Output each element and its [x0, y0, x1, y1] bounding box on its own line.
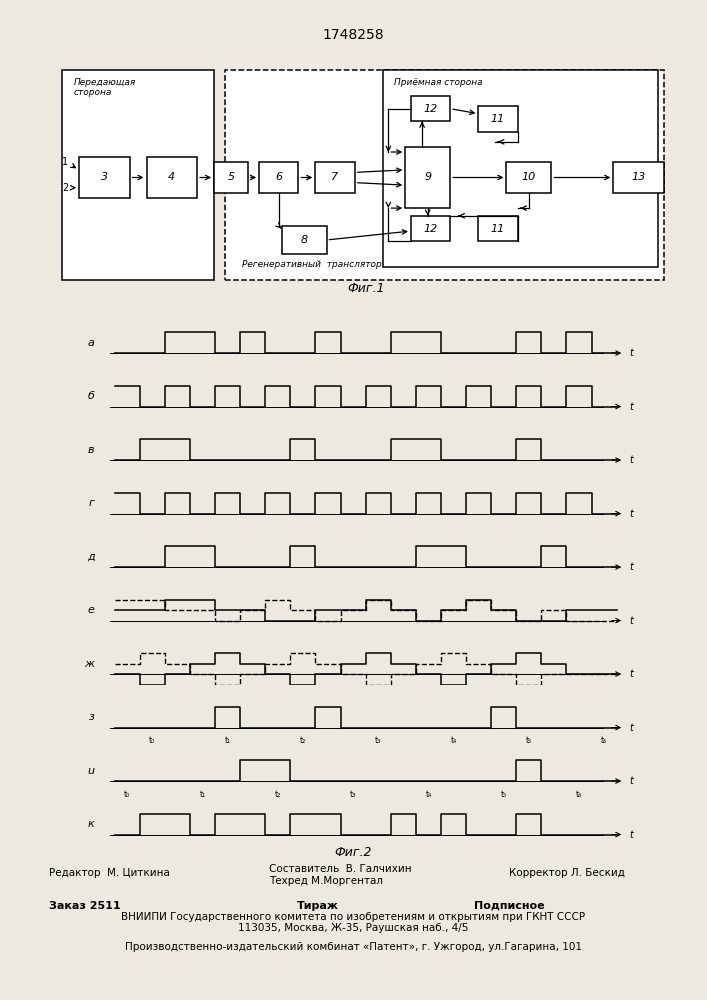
- Bar: [62, 70, 214, 279]
- Bar: [214, 162, 247, 193]
- Text: Передающая
сторона: Передающая сторона: [74, 78, 136, 97]
- Text: 1748258: 1748258: [322, 28, 385, 42]
- Text: 11: 11: [491, 114, 506, 124]
- Text: 4: 4: [168, 172, 175, 182]
- Text: ж: ж: [85, 659, 95, 669]
- Text: Заказ 2511: Заказ 2511: [49, 901, 121, 911]
- Text: Подписное: Подписное: [474, 901, 544, 911]
- Text: t: t: [629, 348, 633, 358]
- Bar: [479, 106, 518, 132]
- Bar: [382, 70, 658, 267]
- Text: е: е: [88, 605, 95, 615]
- Text: 9: 9: [424, 172, 431, 182]
- Text: Корректор Л. Бескид: Корректор Л. Бескид: [509, 868, 625, 878]
- Text: 7: 7: [332, 172, 339, 182]
- Bar: [411, 216, 450, 241]
- Text: t₄: t₄: [450, 736, 457, 745]
- Text: Составитель  В. Галчихин: Составитель В. Галчихин: [269, 864, 411, 874]
- Bar: [411, 96, 450, 121]
- Text: 8: 8: [300, 235, 308, 245]
- Text: t: t: [629, 402, 633, 412]
- Text: t₂: t₂: [274, 790, 281, 799]
- Text: Редактор  М. Циткина: Редактор М. Циткина: [49, 868, 170, 878]
- Text: t₃: t₃: [375, 736, 381, 745]
- Text: в: в: [88, 445, 95, 455]
- Text: t₅: t₅: [501, 790, 507, 799]
- Text: 10: 10: [522, 172, 536, 182]
- Text: t₆: t₆: [601, 736, 607, 745]
- Text: з: з: [88, 712, 95, 722]
- Text: 11: 11: [491, 224, 506, 233]
- Text: t: t: [629, 455, 633, 465]
- Text: д: д: [87, 552, 95, 562]
- Bar: [79, 157, 129, 198]
- Text: t: t: [629, 669, 633, 679]
- Text: Техред М.Моргентал: Техред М.Моргентал: [269, 876, 382, 886]
- Text: к: к: [88, 819, 95, 829]
- Text: t₁: t₁: [225, 736, 230, 745]
- Bar: [479, 216, 518, 241]
- Text: t₅: t₅: [526, 736, 532, 745]
- Text: 113035, Москва, Ж-35, Раушская наб., 4/5: 113035, Москва, Ж-35, Раушская наб., 4/5: [238, 923, 469, 933]
- Text: t: t: [629, 830, 633, 840]
- Text: t₆: t₆: [576, 790, 582, 799]
- Text: t₂: t₂: [300, 736, 306, 745]
- Text: t: t: [629, 509, 633, 519]
- Text: t: t: [629, 562, 633, 572]
- Bar: [281, 226, 327, 254]
- Text: б: б: [88, 391, 95, 401]
- Text: a: a: [88, 338, 95, 348]
- Text: Тираж: Тираж: [297, 901, 339, 911]
- Text: t₄: t₄: [426, 790, 431, 799]
- Bar: [315, 162, 355, 193]
- Text: 3: 3: [101, 172, 108, 182]
- Text: 12: 12: [423, 104, 438, 114]
- Bar: [614, 162, 664, 193]
- Text: ВНИИПИ Государственного комитета по изобретениям и открытиям при ГКНТ СССР: ВНИИПИ Государственного комитета по изоб…: [122, 912, 585, 922]
- Text: Регенеративный  транслятор: Регенеративный транслятор: [242, 260, 382, 269]
- Text: Производственно-издательский комбинат «Патент», г. Ужгород, ул.Гагарина, 101: Производственно-издательский комбинат «П…: [125, 942, 582, 952]
- Text: u: u: [88, 766, 95, 776]
- Bar: [259, 162, 298, 193]
- Text: Фиг.2: Фиг.2: [334, 846, 373, 858]
- Text: 12: 12: [423, 224, 438, 233]
- Text: t₃: t₃: [350, 790, 356, 799]
- Text: 13: 13: [631, 172, 645, 182]
- Text: 2: 2: [62, 183, 68, 193]
- Text: t: t: [629, 776, 633, 786]
- Bar: [405, 147, 450, 208]
- Text: t: t: [629, 723, 633, 733]
- Text: 1: 1: [62, 157, 68, 167]
- Text: 6: 6: [275, 172, 282, 182]
- Text: t: t: [629, 616, 633, 626]
- Bar: [146, 157, 197, 198]
- Text: Приёмная сторона: Приёмная сторона: [394, 78, 483, 87]
- Bar: [226, 70, 664, 279]
- Text: t₁: t₁: [199, 790, 206, 799]
- Text: Фиг.1: Фиг.1: [347, 282, 385, 295]
- Text: г: г: [88, 498, 95, 508]
- Text: t₀: t₀: [124, 790, 130, 799]
- Bar: [506, 162, 551, 193]
- Text: t₀: t₀: [149, 736, 156, 745]
- Text: 5: 5: [228, 172, 235, 182]
